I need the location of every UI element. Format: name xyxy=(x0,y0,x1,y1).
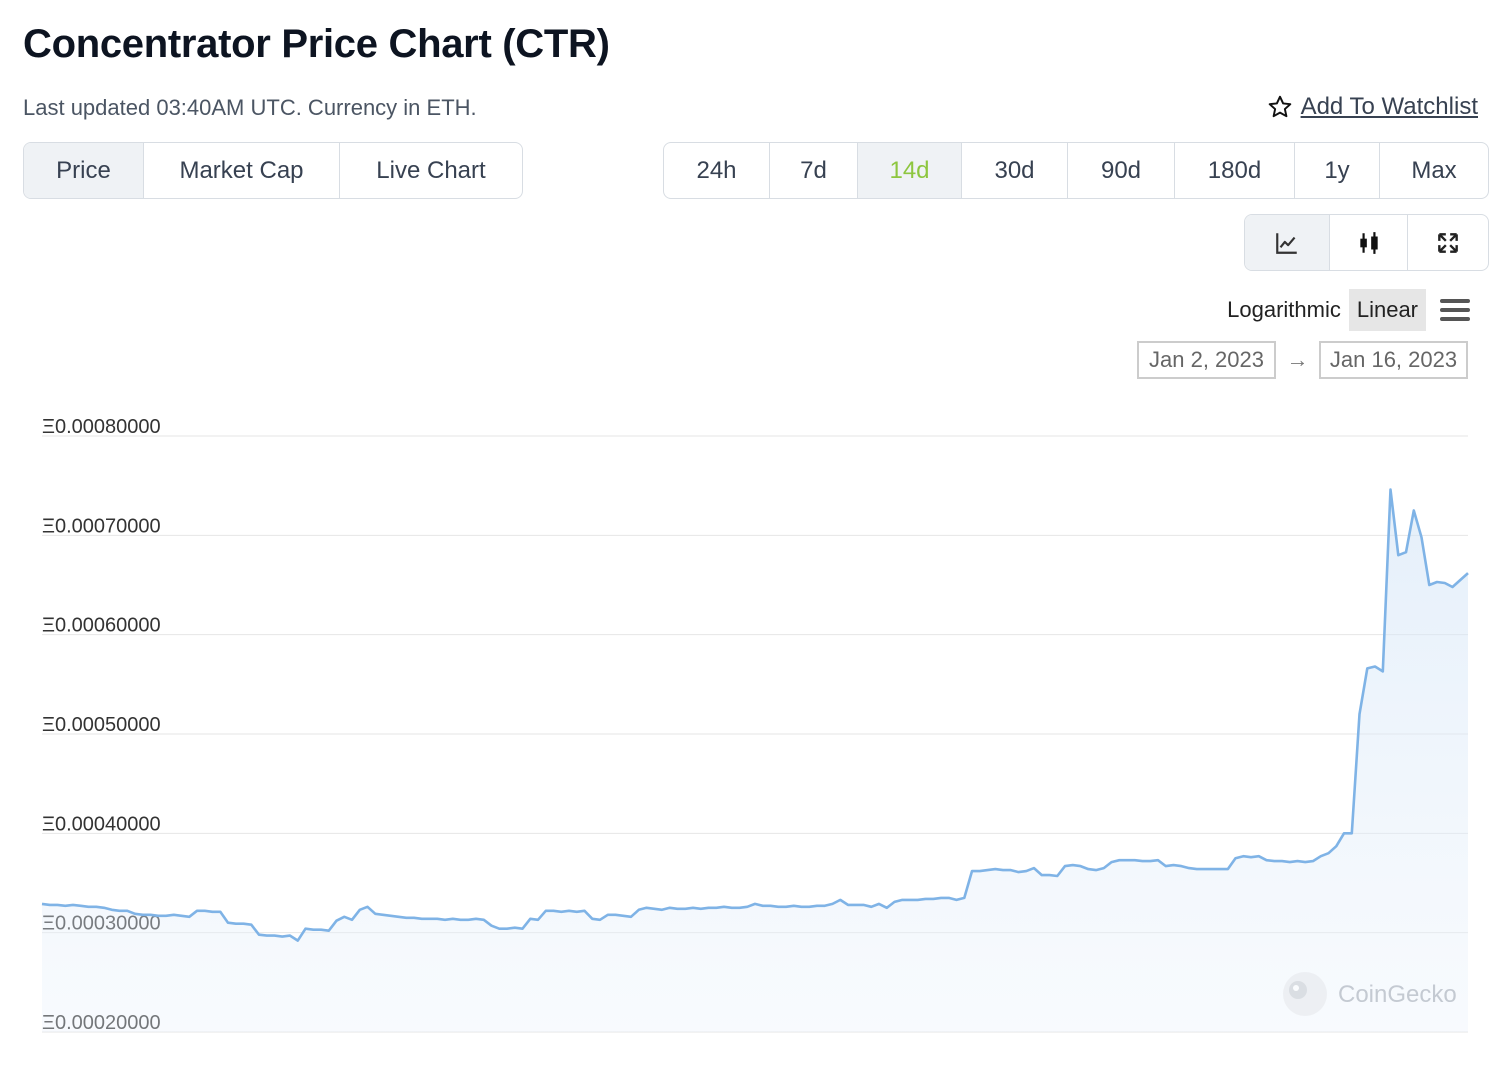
range-7d-button[interactable]: 7d xyxy=(770,143,858,198)
y-tick-label: Ξ0.00060000 xyxy=(42,615,161,637)
add-to-watchlist-label: Add To Watchlist xyxy=(1300,93,1478,120)
add-to-watchlist-link[interactable]: Add To Watchlist xyxy=(1267,93,1478,121)
y-tick-label: Ξ0.00050000 xyxy=(42,714,161,736)
price-chart[interactable]: Ξ0.00020000Ξ0.00030000Ξ0.00040000Ξ0.0005… xyxy=(0,400,1504,1066)
hamburger-menu-icon[interactable] xyxy=(1438,297,1472,323)
page-title: Concentrator Price Chart (CTR) xyxy=(23,22,610,66)
price-series-line[interactable] xyxy=(41,488,1469,942)
coingecko-watermark-text: CoinGecko xyxy=(1338,981,1457,1008)
last-updated-text: Last updated 03:40AM UTC. Currency in ET… xyxy=(23,95,477,120)
range-30d-button[interactable]: 30d xyxy=(962,143,1068,198)
logarithmic-option[interactable]: Logarithmic xyxy=(1227,297,1341,322)
time-range-tabs: 24h 7d 14d 30d 90d 180d 1y Max xyxy=(663,142,1489,199)
coingecko-watermark: CoinGecko xyxy=(1283,972,1457,1016)
date-range-arrow-icon: → xyxy=(1286,347,1309,372)
range-90d-button[interactable]: 90d xyxy=(1068,143,1175,198)
date-range-picker: Jan 2, 2023 → Jan 16, 2023 xyxy=(1137,341,1468,379)
tab-live-chart[interactable]: Live Chart xyxy=(376,156,486,184)
chart-view-toggle xyxy=(1244,214,1489,271)
candlestick-icon xyxy=(1359,231,1378,254)
y-tick-label: Ξ0.00080000 xyxy=(42,416,161,438)
line-chart-icon xyxy=(1276,232,1297,254)
date-to-input[interactable]: Jan 16, 2023 xyxy=(1319,341,1468,379)
date-from-input[interactable]: Jan 2, 2023 xyxy=(1137,341,1276,379)
line-chart-button[interactable] xyxy=(1245,215,1330,270)
tab-market-cap[interactable]: Market Cap xyxy=(144,143,340,198)
range-24h-button[interactable]: 24h xyxy=(664,143,770,198)
range-max-button[interactable]: Max xyxy=(1411,156,1457,184)
range-1y-button[interactable]: 1y xyxy=(1295,143,1380,198)
y-tick-label: Ξ0.00070000 xyxy=(42,515,161,537)
linear-option[interactable]: Linear xyxy=(1348,289,1426,331)
tab-price[interactable]: Price xyxy=(24,143,144,198)
star-icon xyxy=(1268,95,1291,118)
price-area-fill xyxy=(42,489,1468,1033)
chart-type-tabs: Price Market Cap Live Chart xyxy=(23,142,523,199)
range-14d-button[interactable]: 14d xyxy=(858,143,962,198)
scale-selector: Logarithmic Linear xyxy=(1219,289,1472,331)
fullscreen-icon xyxy=(1438,232,1458,253)
fullscreen-button[interactable] xyxy=(1408,215,1488,270)
candlestick-button[interactable] xyxy=(1330,215,1408,270)
y-tick-label: Ξ0.00040000 xyxy=(42,813,161,835)
range-180d-button[interactable]: 180d xyxy=(1175,143,1295,198)
